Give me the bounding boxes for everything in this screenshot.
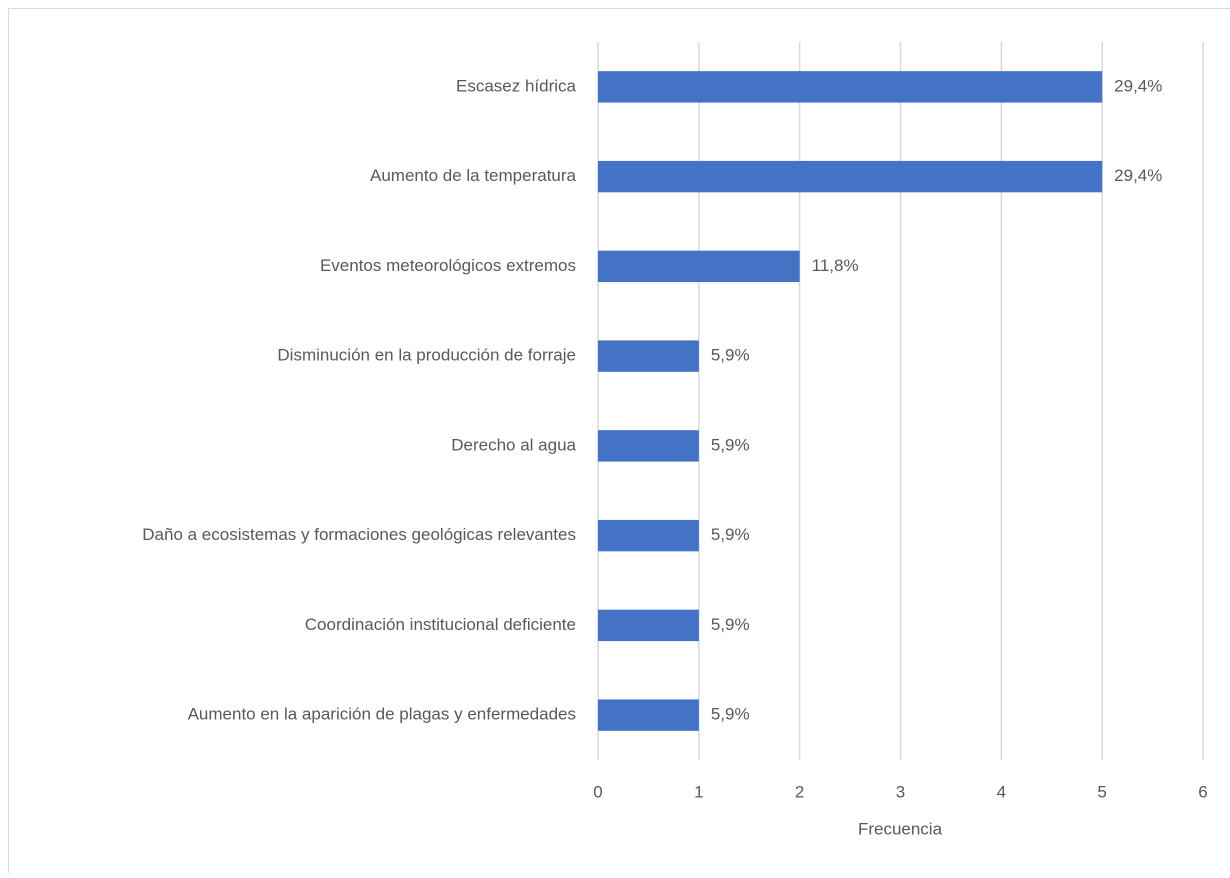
x-tick-label: 5: [1097, 782, 1106, 801]
bar: [598, 610, 699, 641]
x-tick-label: 4: [997, 782, 1006, 801]
y-tick-label: Coordinación institucional deficiente: [305, 615, 576, 634]
x-tick-label: 0: [593, 782, 602, 801]
y-tick-label: Escasez hídrica: [456, 76, 577, 95]
x-tick-label: 1: [694, 782, 703, 801]
data-label: 5,9%: [711, 705, 750, 724]
y-tick-label: Daño a ecosistemas y formaciones geológi…: [142, 525, 576, 544]
data-label: 5,9%: [711, 435, 750, 454]
data-label: 29,4%: [1114, 76, 1162, 95]
data-label: 5,9%: [711, 525, 750, 544]
x-tick-label: 2: [795, 782, 804, 801]
data-label: 11,8%: [812, 256, 859, 275]
bar: [598, 520, 699, 551]
bar: [598, 340, 699, 371]
y-tick-label: Eventos meteorológicos extremos: [320, 256, 576, 275]
bar: [598, 71, 1102, 102]
x-axis-title: Frecuencia: [858, 819, 943, 838]
data-label: 5,9%: [711, 346, 750, 365]
y-tick-label: Derecho al agua: [451, 435, 576, 454]
x-tick-label: 6: [1198, 782, 1207, 801]
y-tick-label: Aumento en la aparición de plagas y enfe…: [188, 705, 576, 724]
data-label: 29,4%: [1114, 166, 1162, 185]
y-tick-label: Disminución en la producción de forraje: [277, 346, 576, 365]
bar: [598, 430, 699, 461]
data-label: 5,9%: [711, 615, 750, 634]
bar: [598, 251, 800, 282]
bar: [598, 161, 1102, 192]
x-tick-label: 3: [896, 782, 905, 801]
bar: [598, 699, 699, 730]
y-tick-label: Aumento de la temperatura: [370, 166, 577, 185]
